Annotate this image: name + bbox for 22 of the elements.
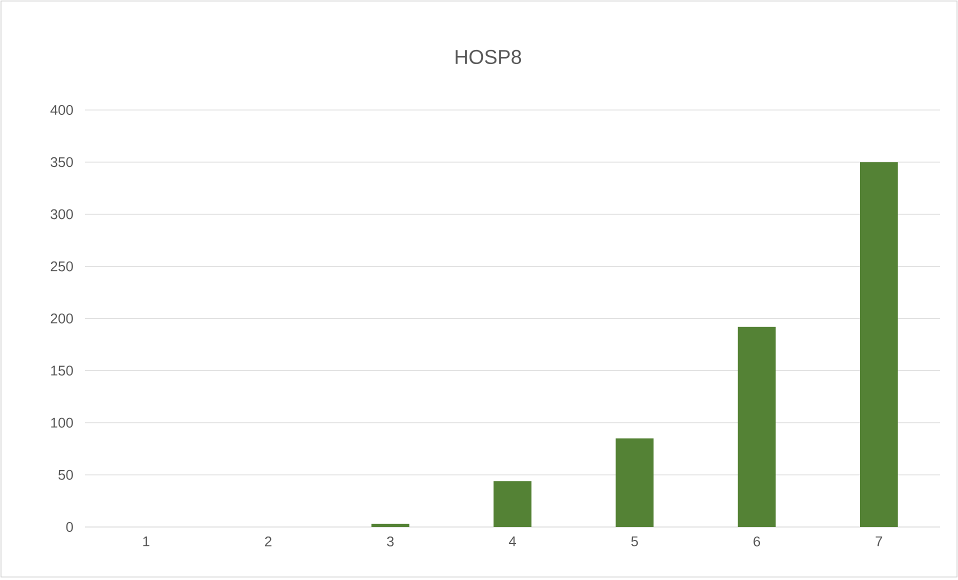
- x-tick-label: 1: [143, 536, 150, 546]
- x-tick-label: 7: [876, 536, 882, 546]
- x-tick-label: 3: [387, 536, 394, 546]
- bar: [616, 438, 654, 527]
- x-tick-label: 2: [265, 536, 272, 546]
- x-tick-label: 6: [754, 536, 760, 546]
- y-tick-label: 250: [50, 261, 73, 272]
- x-tick-label: 4: [508, 536, 516, 546]
- y-tick-label: 400: [50, 105, 73, 115]
- chart-title: HOSP8: [456, 50, 522, 64]
- y-tick-label: 100: [51, 418, 73, 428]
- y-tick-label: 350: [50, 157, 73, 168]
- bar: [738, 326, 776, 527]
- y-tick-label: 150: [51, 366, 73, 376]
- y-tick-label: 200: [50, 314, 73, 324]
- bar: [860, 162, 898, 527]
- x-tick-label: 5: [631, 536, 638, 546]
- y-tick-label: 0: [66, 522, 73, 532]
- bar: [494, 481, 532, 527]
- y-tick-label: 50: [58, 470, 73, 480]
- bar: [371, 524, 410, 527]
- y-tick-label: 300: [50, 209, 73, 220]
